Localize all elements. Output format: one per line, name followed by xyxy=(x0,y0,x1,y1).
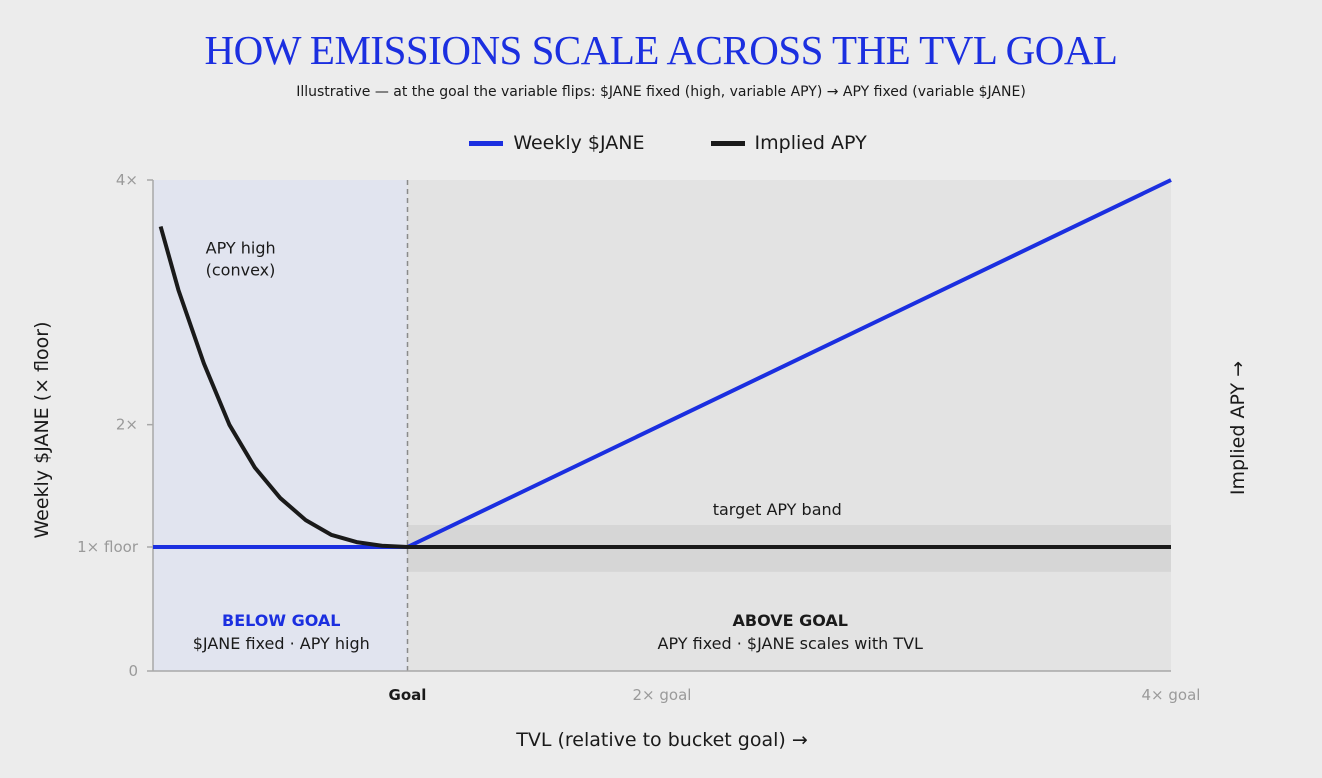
curve-annotation-1: (convex) xyxy=(206,260,276,279)
legend: Weekly $JANE Implied APY xyxy=(0,132,1322,154)
x-tick-label-0: Goal xyxy=(389,686,427,704)
legend-item-implied-apy: Implied APY xyxy=(710,132,867,154)
below-goal-sub: $JANE fixed · APY high xyxy=(193,634,370,653)
x-tick-label-1: 2× goal xyxy=(633,686,692,704)
y-axis-title: Weekly $JANE (× floor) xyxy=(31,321,53,538)
legend-label-implied-apy: Implied APY xyxy=(754,132,867,154)
series-line-implied-apy xyxy=(158,225,1171,549)
below-goal-heading: BELOW GOAL xyxy=(222,611,340,630)
legend-label-weekly-jane: Weekly $JANE xyxy=(513,132,645,154)
above-goal-region xyxy=(407,180,1171,671)
above-goal-heading: ABOVE GOAL xyxy=(732,611,848,630)
chart-title: HOW EMISSIONS SCALE ACROSS THE TVL GOAL xyxy=(204,27,1118,73)
x-axis-title: TVL (relative to bucket goal) → xyxy=(515,729,808,751)
x-tick-label-2: 4× goal xyxy=(1142,686,1201,704)
y-tick-label-1: 1× floor xyxy=(77,538,139,556)
legend-swatch-implied-apy xyxy=(710,140,745,146)
chart-subtitle: Illustrative — at the goal the variable … xyxy=(296,84,1026,100)
y2-axis-title: Implied APY → xyxy=(1227,361,1249,495)
legend-item-weekly-jane: Weekly $JANE xyxy=(469,132,645,154)
y-tick-label-3: 4× xyxy=(116,171,138,189)
legend-swatch-weekly-jane xyxy=(469,140,504,146)
target-apy-band-label: target APY band xyxy=(713,500,842,519)
y-tick-label-0: 0 xyxy=(128,662,138,680)
above-goal-sub: APY fixed · $JANE scales with TVL xyxy=(658,634,924,653)
y-tick-label-2: 2× xyxy=(116,416,138,434)
curve-annotation-0: APY high xyxy=(206,238,276,257)
below-goal-region xyxy=(153,180,408,671)
